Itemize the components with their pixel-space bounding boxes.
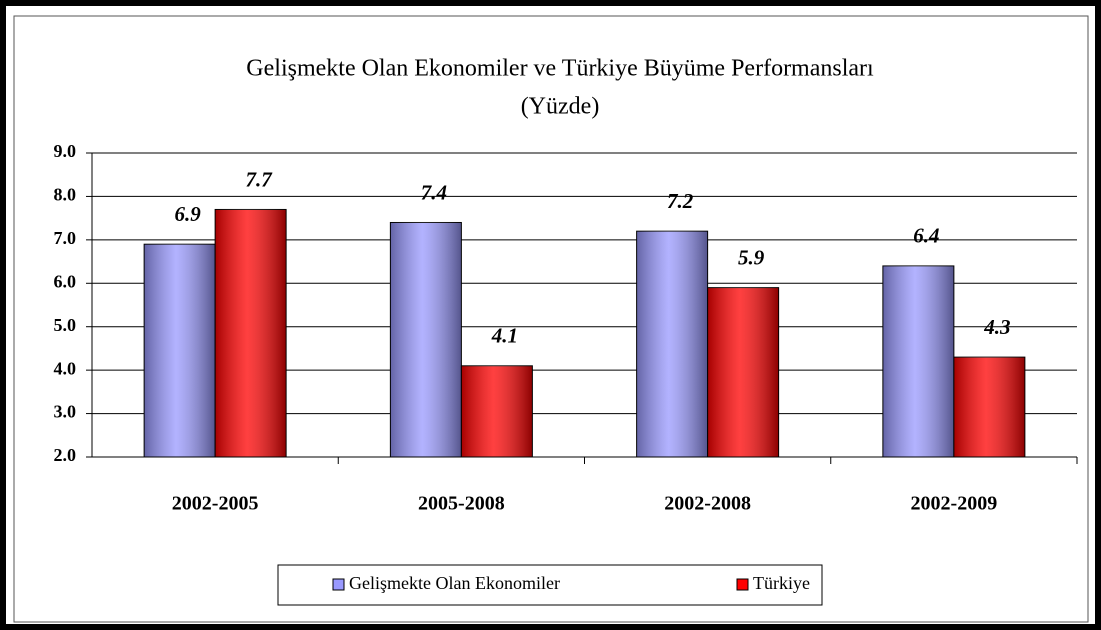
data-label: 4.1 [491,324,518,348]
bar-shade [390,222,462,457]
bar-shade [215,209,287,457]
data-label: 4.3 [983,315,1010,339]
bar-shade [882,265,954,457]
data-label: 6.4 [913,224,939,248]
legend-swatch [736,578,749,591]
y-tick-label: 7.0 [54,228,77,248]
bar-shade [461,365,533,457]
chart-title: Gelişmekte Olan Ekonomiler ve Türkiye Bü… [246,56,874,82]
x-tick-label: 2002-2008 [664,493,751,515]
legend-box [277,564,823,606]
x-tick-label: 2002-2005 [172,493,259,515]
data-label: 5.9 [738,245,765,269]
y-tick-label: 6.0 [54,271,77,291]
data-label: 6.9 [175,202,202,226]
x-tick-label: 2002-2009 [911,493,998,515]
chart-subtitle: (Yüzde) [521,94,600,120]
legend-label: Türkiye [753,573,810,593]
data-label: 7.2 [667,189,694,213]
chart-border [13,15,1089,623]
legend-swatch [332,578,345,591]
bar-shade [144,244,216,457]
x-tick-label: 2005-2008 [418,493,505,515]
bar-shade [636,231,708,457]
data-label: 7.4 [421,180,447,204]
bar-shade [953,357,1025,457]
data-label: 7.7 [246,167,274,191]
bar-shade [707,287,779,457]
y-tick-label: 2.0 [54,445,77,465]
y-tick-label: 4.0 [54,358,77,378]
y-tick-label: 3.0 [54,402,77,422]
y-tick-label: 5.0 [54,315,77,335]
y-tick-label: 8.0 [54,185,77,205]
legend-label: Gelişmekte Olan Ekonomiler [349,573,560,593]
y-tick-label: 9.0 [54,141,77,161]
